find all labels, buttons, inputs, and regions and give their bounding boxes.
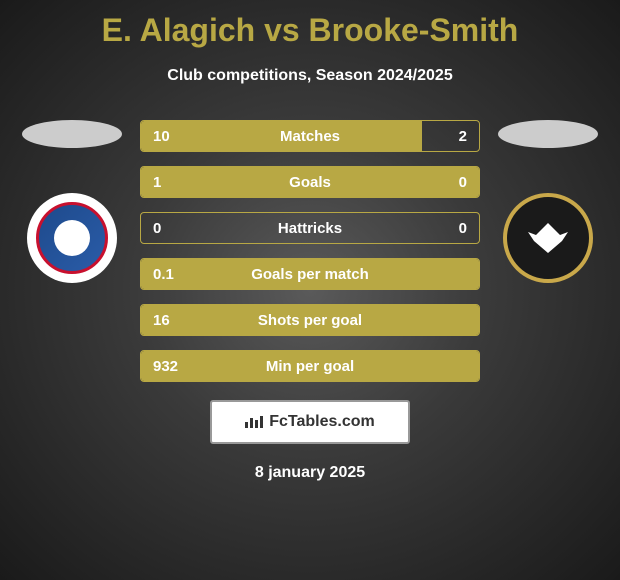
stat-left-value: 10	[153, 128, 170, 145]
stat-row: 0 Hattricks 0	[140, 212, 480, 244]
stat-row: 1 Goals 0	[140, 166, 480, 198]
brand-chart-icon	[245, 414, 263, 431]
stat-right-value: 0	[459, 220, 467, 237]
stat-label: Hattricks	[278, 220, 342, 237]
shadow-ellipse-left	[22, 120, 122, 148]
stat-row: 0.1 Goals per match	[140, 258, 480, 290]
stat-row: 932 Min per goal	[140, 350, 480, 382]
stat-right-value: 2	[459, 128, 467, 145]
stat-left-value: 932	[153, 358, 178, 375]
team-right-column	[498, 120, 598, 283]
stat-left-value: 1	[153, 174, 161, 191]
brand-badge[interactable]: FcTables.com	[210, 400, 410, 444]
brand-text: FcTables.com	[269, 413, 375, 431]
team-right-logo	[503, 193, 593, 283]
stats-column: 10 Matches 2 1 Goals 0 0 Hattricks 0 0.1 Goals per…	[140, 120, 480, 382]
stat-label: Shots per goal	[258, 312, 362, 329]
stat-row: 10 Matches 2	[140, 120, 480, 152]
team-left-logo	[27, 193, 117, 283]
stat-label: Matches	[280, 128, 340, 145]
stat-left-value: 0	[153, 220, 161, 237]
stat-label: Goals per match	[251, 266, 369, 283]
shadow-ellipse-right	[498, 120, 598, 148]
footer-date: 8 january 2025	[0, 464, 620, 482]
comparison-subtitle: Club competitions, Season 2024/2025	[0, 67, 620, 85]
stat-right-value: 0	[459, 174, 467, 191]
stat-left-value: 16	[153, 312, 170, 329]
stat-label: Goals	[289, 174, 331, 191]
wellington-logo-inner	[518, 208, 578, 268]
stat-left-value: 0.1	[153, 266, 174, 283]
main-comparison-area: 10 Matches 2 1 Goals 0 0 Hattricks 0 0.1 Goals per…	[0, 120, 620, 382]
wellington-bird-icon	[528, 223, 568, 253]
stat-row: 16 Shots per goal	[140, 304, 480, 336]
comparison-title: E. Alagich vs Brooke-Smith	[0, 0, 620, 49]
adelaide-logo-inner	[36, 202, 108, 274]
stat-label: Min per goal	[266, 358, 354, 375]
adelaide-ball-icon	[54, 220, 90, 256]
team-left-column	[22, 120, 122, 283]
